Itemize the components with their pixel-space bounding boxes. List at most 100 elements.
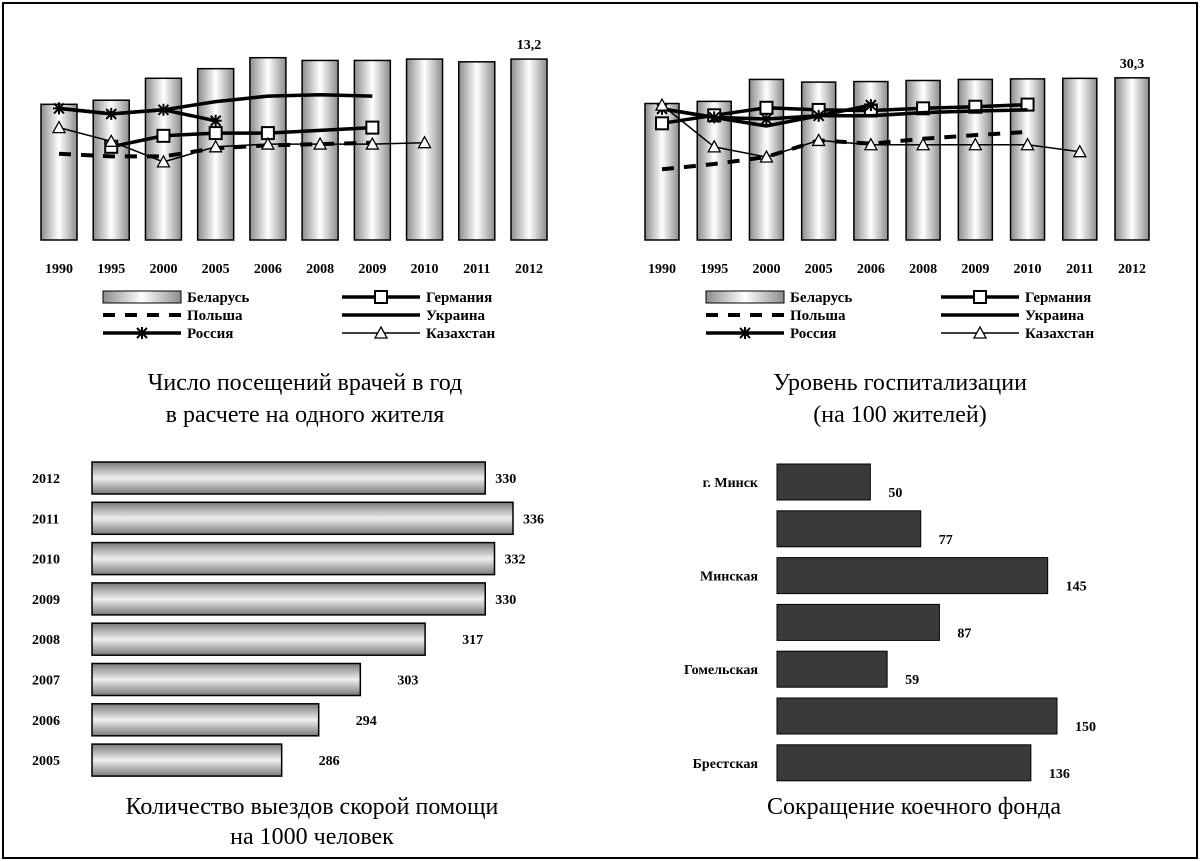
bar-1995 — [92, 99, 130, 241]
data-label-5: 150 — [1075, 720, 1096, 735]
legend-swatch — [102, 290, 182, 304]
data-label-2009: 330 — [495, 593, 516, 608]
point-казахстан-2005 — [811, 133, 826, 147]
bar-2009 — [353, 59, 392, 241]
point-россия-2005 — [209, 114, 222, 127]
legend-label: Беларусь — [187, 290, 249, 306]
legend-swatch — [705, 290, 785, 304]
point-казахстан-1995 — [707, 139, 722, 153]
legend-marker — [374, 290, 388, 304]
x-tick-2009: 2009 — [961, 262, 989, 277]
x-tick-1995: 1995 — [700, 262, 728, 277]
bar-region-3 — [776, 603, 940, 641]
point-германия-2000 — [156, 128, 171, 143]
point-казахстан-1990 — [51, 120, 67, 134]
legend-label: Беларусь — [790, 290, 852, 306]
bar-2006 — [91, 703, 320, 737]
bar-2008 — [301, 59, 339, 241]
y-tick-2005: 2005 — [32, 754, 60, 769]
series-line-россия — [58, 106, 217, 123]
x-tick-2006: 2006 — [254, 262, 282, 277]
x-tick-2005: 2005 — [805, 262, 833, 277]
bar-2010 — [91, 541, 496, 576]
point-казахстан-2009 — [968, 137, 983, 151]
point-германия-2009 — [365, 120, 380, 135]
series-line-казахстан — [58, 126, 425, 163]
x-tick-2000: 2000 — [752, 262, 780, 277]
x-tick-2006: 2006 — [857, 262, 885, 277]
x-tick-2010: 2010 — [1014, 262, 1042, 277]
x-tick-2008: 2008 — [909, 262, 937, 277]
x-tick-2010: 2010 — [411, 262, 439, 277]
point-россия-2005 — [812, 109, 825, 122]
chart-caption: в расчете на одного жителя — [166, 402, 445, 428]
legend-marker — [373, 325, 389, 339]
legend-label: Россия — [187, 326, 233, 342]
legend-label: Казахстан — [1025, 326, 1094, 342]
chart-1: 1990 1995 2000 2005 2006 2008 2009 2010 2011 2012… — [644, 57, 1150, 428]
x-tick-2011: 2011 — [1066, 262, 1093, 277]
chart-3: г. Минск 50 77 Минская 145 87 Гомельская 59 150 Б… — [684, 463, 1096, 820]
point-казахстан-2010 — [417, 135, 432, 149]
legend-label: Германия — [1025, 290, 1091, 306]
bar-2005 — [196, 67, 235, 241]
chart-caption: Уровень госпитализации — [773, 370, 1027, 396]
legend-item-украина: Украина — [941, 308, 1085, 324]
point-казахстан-2000 — [759, 149, 774, 163]
point-казахстан-2006 — [260, 136, 275, 150]
x-tick-2000: 2000 — [149, 262, 177, 277]
data-label-2011: 336 — [523, 512, 544, 527]
legend-marker — [739, 327, 751, 339]
chart-2: 2012 330 2011 336 2010 332 2009 330 2008 317 2007 3… — [32, 461, 544, 850]
legend-marker — [972, 325, 988, 339]
data-label-2007: 303 — [397, 674, 418, 689]
x-tick-2012: 2012 — [515, 262, 543, 277]
bar-2007 — [91, 662, 362, 697]
legend-item-беларусь: Беларусь — [705, 290, 852, 306]
legend-item-германия: Германия — [941, 290, 1091, 306]
chart-caption: Сокращение коечного фонда — [767, 794, 1061, 820]
point-казахстан-2009 — [365, 136, 380, 150]
bar-2012 — [510, 58, 548, 241]
x-tick-1990: 1990 — [45, 262, 73, 277]
x-tick-1990: 1990 — [648, 262, 676, 277]
data-label-2008: 317 — [462, 633, 483, 648]
x-tick-2009: 2009 — [358, 262, 386, 277]
point-казахстан-2010 — [1020, 137, 1035, 151]
legend-label: Украина — [1025, 308, 1085, 324]
chart-caption: Количество выездов скорой помощи — [126, 794, 499, 820]
data-label-2006: 294 — [356, 714, 377, 729]
legend-marker — [136, 327, 148, 339]
point-россия-2000 — [760, 113, 773, 126]
legend-item-польша: Польша — [706, 308, 846, 324]
point-германия-2005 — [208, 126, 223, 141]
legend-item-россия: Россия — [706, 326, 836, 342]
legend-label: Казахстан — [426, 326, 495, 342]
y-tick-г-минск: г. Минск — [703, 476, 759, 491]
bar-2009 — [91, 582, 486, 616]
point-казахстан-2008 — [313, 136, 328, 150]
data-label-2012: 330 — [495, 472, 516, 487]
x-tick-2005: 2005 — [202, 262, 230, 277]
bar-2008 — [91, 622, 426, 656]
bar-минская — [776, 557, 1049, 595]
legend-item-казахстан: Казахстан — [342, 325, 495, 342]
chart-caption: (на 100 жителей) — [813, 402, 987, 428]
y-tick-2012: 2012 — [32, 472, 60, 487]
bar-2012 — [91, 461, 486, 495]
y-tick-2009: 2009 — [32, 593, 60, 608]
legend-label: Польша — [187, 308, 243, 324]
bar-2011 — [458, 61, 496, 241]
bar-брестская — [776, 744, 1032, 782]
legend-label: Польша — [790, 308, 846, 324]
bar-region-1 — [776, 510, 922, 548]
y-tick-2011: 2011 — [32, 512, 59, 527]
point-казахстан-1990 — [654, 97, 670, 111]
point-россия-2000 — [157, 103, 170, 116]
data-label-2012: 30,3 — [1120, 57, 1145, 72]
legend-marker — [973, 290, 987, 304]
bar-1995 — [696, 100, 732, 241]
y-tick-2010: 2010 — [32, 553, 60, 568]
legend-item-беларусь: Беларусь — [102, 290, 249, 306]
